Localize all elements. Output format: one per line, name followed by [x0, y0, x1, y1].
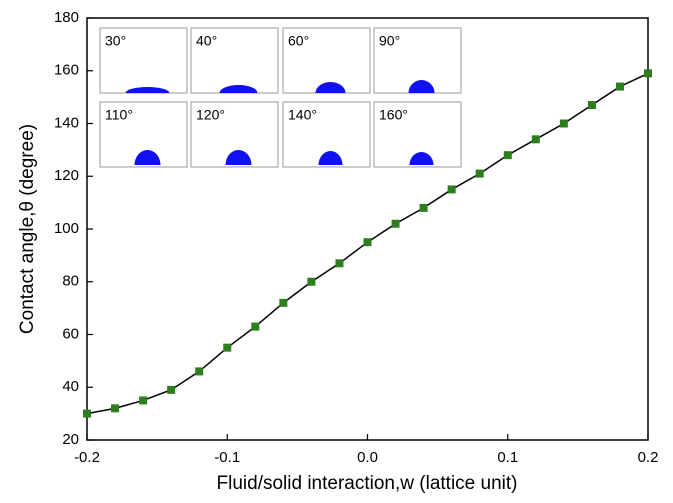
marker: [167, 385, 176, 394]
marker: [475, 169, 484, 178]
y-tick-label: 120: [54, 167, 79, 184]
droplet: [409, 152, 434, 165]
marker: [363, 238, 372, 247]
y-tick-label: 20: [62, 431, 79, 448]
y-tick-label: 160: [54, 62, 79, 79]
x-tick-label: -0.2: [74, 449, 100, 466]
droplet: [315, 82, 346, 93]
droplet: [219, 85, 258, 93]
y-tick-label: 60: [62, 325, 79, 342]
inset-label: 60°: [288, 33, 309, 49]
marker: [447, 185, 456, 194]
inset-label: 140°: [288, 107, 317, 123]
inset-label: 120°: [196, 107, 225, 123]
marker: [251, 322, 260, 331]
marker: [335, 259, 344, 268]
droplet: [125, 87, 170, 93]
droplet: [318, 151, 343, 165]
inset-label: 40°: [196, 33, 217, 49]
droplet: [225, 150, 252, 165]
marker: [111, 404, 120, 413]
x-axis-label: Fluid/solid interaction,w (lattice unit): [217, 473, 518, 494]
marker: [83, 409, 91, 418]
inset-label: 90°: [379, 33, 400, 49]
marker: [503, 151, 512, 160]
marker: [139, 396, 148, 405]
droplet: [134, 150, 161, 165]
marker: [644, 69, 652, 78]
inset-label: 110°: [105, 107, 133, 123]
marker: [195, 367, 204, 376]
y-tick-label: 100: [54, 220, 79, 237]
y-axis-label: Contact angle,θ (degree): [17, 124, 38, 334]
inset-box: [282, 27, 371, 94]
marker: [531, 135, 540, 144]
inset-box: [190, 27, 279, 94]
marker: [391, 219, 400, 228]
x-tick-label: 0.1: [497, 449, 518, 466]
y-tick-label: 80: [62, 273, 79, 290]
y-tick-label: 140: [54, 114, 79, 131]
y-tick-label: 40: [62, 378, 79, 395]
marker: [307, 277, 316, 286]
x-tick-label: -0.1: [214, 449, 240, 466]
marker: [223, 343, 232, 352]
y-tick-label: 180: [54, 9, 79, 26]
inset-box: [99, 27, 188, 94]
x-tick-label: 0.0: [357, 449, 378, 466]
marker: [279, 298, 288, 307]
droplet: [408, 80, 435, 93]
marker: [587, 101, 596, 110]
inset-label: 30°: [105, 33, 126, 49]
x-tick-label: 0.2: [638, 449, 659, 466]
marker: [419, 203, 428, 212]
marker: [559, 119, 568, 128]
inset-label: 160°: [379, 107, 408, 123]
marker: [615, 82, 624, 91]
